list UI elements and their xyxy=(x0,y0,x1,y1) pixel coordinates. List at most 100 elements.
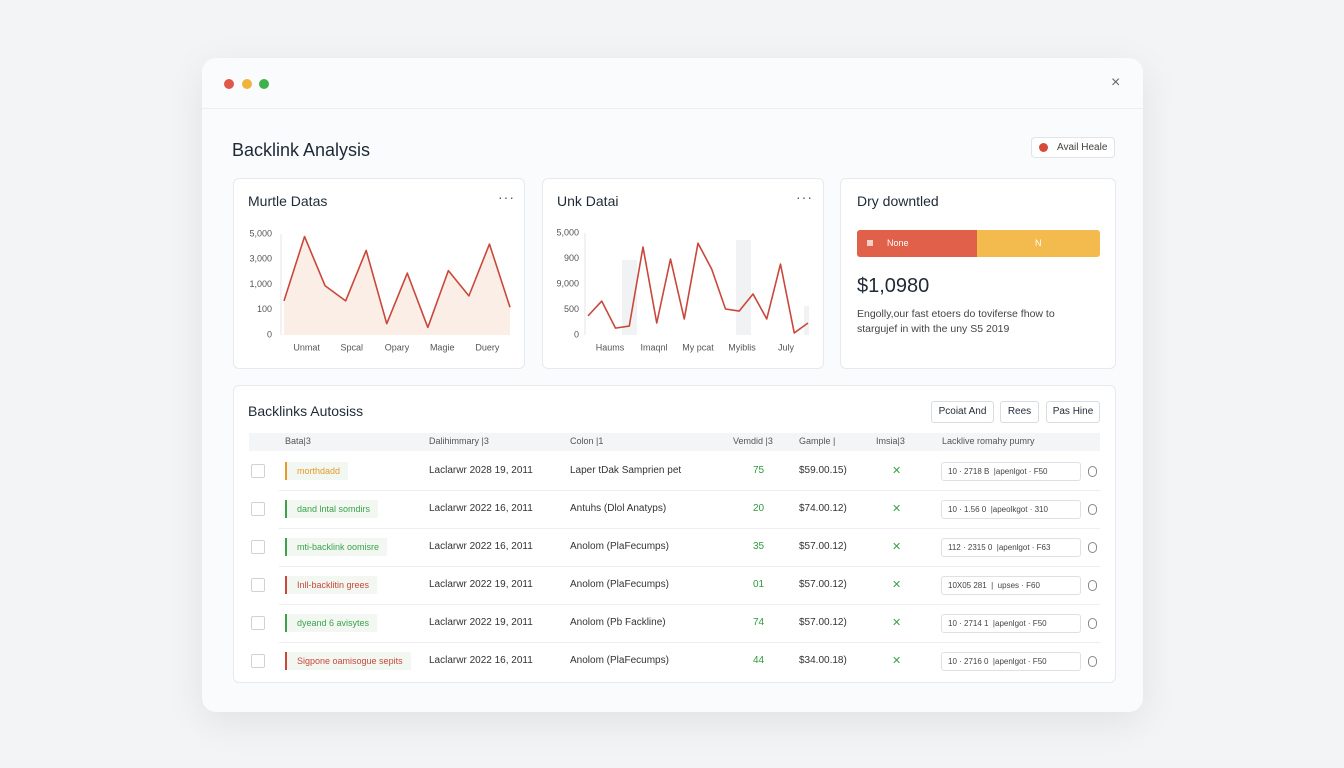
bar-label: None xyxy=(887,238,909,248)
score: 44 xyxy=(753,655,765,666)
pill: 10X05 281 | upses · F60 xyxy=(941,576,1081,595)
pill: 112 · 2315 0 |apenlgot · F63 xyxy=(941,538,1081,557)
y-tick-label: 3,000 xyxy=(249,254,272,264)
table-button[interactable]: Rees xyxy=(1000,401,1039,423)
date: Laclarwr 2022 19, 2011 xyxy=(429,579,533,590)
description: stargujef in with the uny S5 2019 xyxy=(857,323,1010,335)
bar-left: None xyxy=(857,230,977,257)
y-tick-label: 100 xyxy=(257,304,272,314)
card-title: Unk Datai xyxy=(557,193,619,209)
column-header: Colon |1 xyxy=(570,436,604,446)
tag-label: morthdadd xyxy=(297,466,341,476)
y-tick-label: 500 xyxy=(564,304,579,314)
pill: 10 · 2716 0 |apenlgot · F50 xyxy=(941,652,1081,671)
bar-right: N xyxy=(977,230,1100,257)
date: Laclarwr 2022 16, 2011 xyxy=(429,655,533,666)
tag-label: Inll-backlitin grees xyxy=(297,580,370,590)
line xyxy=(587,242,809,334)
tag: morthdadd xyxy=(285,462,349,480)
source: Anolom (Pb Fackline) xyxy=(570,617,666,628)
pill: 10 · 2714 1 |apenlgot · F50 xyxy=(941,614,1081,633)
chart: 5,000 900 9,000 500 0 Haums Imaqnl My pcat Myibl… xyxy=(556,227,809,352)
bar-label: N xyxy=(1035,238,1042,248)
score: 01 xyxy=(753,579,765,590)
x-tick-label: Spcal xyxy=(341,342,364,352)
date: Laclarwr 2022 19, 2011 xyxy=(429,617,533,628)
x-tick-label: Haums xyxy=(596,342,625,352)
window: × Backlink Analysis Avail Heale Murtle D… xyxy=(202,58,1143,712)
status-icon: ✕ xyxy=(892,541,902,553)
menu-icon[interactable]: ··· xyxy=(498,189,515,205)
info-icon[interactable] xyxy=(1088,504,1097,515)
info-icon[interactable] xyxy=(1088,580,1097,591)
page-title: Backlink Analysis xyxy=(232,140,371,160)
price: $57.00.12) xyxy=(799,617,847,628)
line xyxy=(283,235,511,329)
row-checkbox[interactable] xyxy=(251,654,265,668)
x-tick-label: Imaqnl xyxy=(640,342,667,352)
x-tick-label: Duery xyxy=(475,342,500,352)
header-button[interactable]: Avail Heale xyxy=(1031,137,1115,158)
source: Anolom (PlaFecumps) xyxy=(570,579,669,590)
card-title: Dry downtled xyxy=(857,193,939,209)
column-header: Gample | xyxy=(799,436,836,446)
column-header: Lacklive romahy pumry xyxy=(942,436,1035,446)
y-tick-label: 5,000 xyxy=(556,227,579,237)
chart-card: Murtle Datas ··· 5,000 3,000 1,000 100 0 Unma… xyxy=(233,178,525,369)
status-icon: ✕ xyxy=(892,579,902,591)
tag-label: mti-backlink oomisre xyxy=(297,542,380,552)
x-tick-label: My pcat xyxy=(682,342,714,352)
row-checkbox[interactable] xyxy=(251,502,265,516)
row-checkbox[interactable] xyxy=(251,540,265,554)
price: $34.00.18) xyxy=(799,655,847,666)
row-divider xyxy=(279,490,1100,491)
close-icon[interactable]: × xyxy=(1111,74,1121,91)
score: 20 xyxy=(753,503,765,514)
menu-icon[interactable]: ··· xyxy=(796,189,813,205)
x-tick-label: Opary xyxy=(385,342,410,352)
row-checkbox[interactable] xyxy=(251,578,265,592)
price: $59.00.15) xyxy=(799,465,847,476)
info-icon[interactable] xyxy=(1088,656,1097,667)
status-icon: ✕ xyxy=(892,465,902,477)
status-icon: ✕ xyxy=(892,503,902,515)
background-bar xyxy=(736,240,751,335)
row-divider xyxy=(279,642,1100,643)
tag: mti-backlink oomisre xyxy=(285,538,388,556)
column-header: Imsia|3 xyxy=(876,436,905,446)
info-icon[interactable] xyxy=(1088,466,1097,477)
table-button[interactable]: Pcoiat And xyxy=(931,401,994,423)
y-tick-label: 0 xyxy=(574,329,579,339)
y-tick-label: 900 xyxy=(564,253,579,263)
tag-label: dand lntal somdirs xyxy=(297,504,371,514)
price: $74.00.12) xyxy=(799,503,847,514)
score: 35 xyxy=(753,541,765,552)
column-header: Bata|3 xyxy=(285,436,311,446)
background-bar xyxy=(804,306,809,335)
area xyxy=(284,236,510,335)
info-icon[interactable] xyxy=(1088,618,1097,629)
tag: dand lntal somdirs xyxy=(285,500,379,518)
x-tick-label: Unmat xyxy=(293,342,320,352)
pill: 10 · 2718 B |apenlgot · F50 xyxy=(941,462,1081,481)
price: $57.00.12) xyxy=(799,579,847,590)
maximize-dot[interactable] xyxy=(259,79,269,89)
close-dot[interactable] xyxy=(224,79,234,89)
table-header xyxy=(249,433,1100,451)
x-tick-label: Magie xyxy=(430,342,455,352)
row-checkbox[interactable] xyxy=(251,616,265,630)
card-title: Murtle Datas xyxy=(248,193,328,209)
tag-label: Sigpone oamisogue sepits xyxy=(297,656,403,666)
info-icon[interactable] xyxy=(1088,542,1097,553)
button-icon xyxy=(1039,143,1048,152)
source: Anolom (PlaFecumps) xyxy=(570,541,669,552)
minimize-dot[interactable] xyxy=(242,79,252,89)
table-card: Backlinks Autosiss Pcoiat And Rees Pas H… xyxy=(233,385,1116,683)
pill: 10 · 1.56 0 |apeolkgot · 310 xyxy=(941,500,1081,519)
source: Antuhs (Dlol Anatyps) xyxy=(570,503,667,514)
row-checkbox[interactable] xyxy=(251,464,265,478)
background-bar xyxy=(622,260,637,335)
y-tick-label: 0 xyxy=(267,329,272,339)
status-icon: ✕ xyxy=(892,617,902,629)
table-button[interactable]: Pas Hine xyxy=(1046,401,1100,423)
